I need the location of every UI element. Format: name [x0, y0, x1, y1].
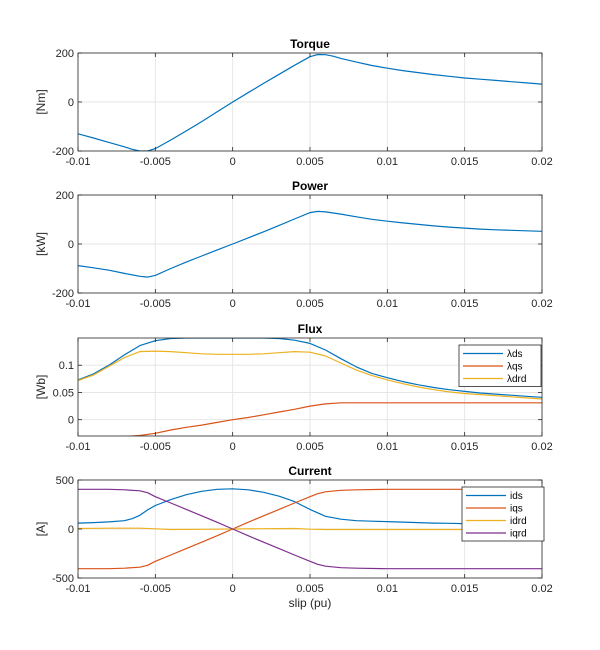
- legend-label: iqs: [510, 504, 523, 515]
- x-tick-label: 0.02: [531, 441, 552, 453]
- x-tick-label: -0.01: [65, 441, 90, 453]
- y-tick-label: 0.1: [59, 360, 74, 372]
- subplot-flux: -0.01 -0.005 0 0.005 0.01 0.015 0.02 0 0.05 0.1 Fl…: [34, 322, 553, 453]
- ticks: -0.01 -0.005 0 0.005 0.01 0.015 0.02 0 0.05 0.1: [53, 338, 553, 453]
- y-axis-label: [Wb]: [34, 375, 48, 400]
- y-tick-label: 0.05: [53, 387, 74, 399]
- x-tick-label: -0.005: [140, 583, 171, 595]
- ticks: -0.01 -0.005 0 0.005 0.01 0.015 0.02 -500 0 500: [52, 475, 553, 595]
- x-tick-label: 0.005: [296, 583, 324, 595]
- y-axis-label: [A]: [34, 522, 48, 537]
- subplot-title: Current: [288, 464, 331, 478]
- legend-label: λqs: [507, 362, 523, 373]
- x-tick-label: 0: [230, 583, 236, 595]
- subplot-torque: -0.01 -0.005 0 0.005 0.01 0.015 0.02 -200 0 200 To…: [34, 37, 553, 168]
- y-tick-label: 200: [56, 48, 74, 60]
- x-tick-label: 0.01: [377, 583, 398, 595]
- x-tick-label: -0.005: [140, 298, 171, 310]
- subplot-current: -0.01 -0.005 0 0.005 0.01 0.015 0.02 -500 0 500 Cu…: [34, 464, 553, 595]
- x-tick-label: 0.02: [531, 156, 552, 168]
- x-tick-label: 0: [230, 298, 236, 310]
- x-tick-label: 0.015: [451, 441, 479, 453]
- subplot-title: Flux: [298, 322, 323, 336]
- x-tick-label: 0: [230, 156, 236, 168]
- x-tick-label: 0.015: [451, 156, 479, 168]
- x-tick-label: -0.01: [65, 156, 90, 168]
- subplot-power: -0.01 -0.005 0 0.005 0.01 0.015 0.02 -200 0 200 Po…: [34, 179, 553, 310]
- x-tick-label: -0.01: [65, 583, 90, 595]
- x-tick-label: 0.005: [296, 441, 324, 453]
- y-tick-label: 0: [68, 97, 74, 109]
- x-tick-label: 0.02: [531, 583, 552, 595]
- subplots: -0.01 -0.005 0 0.005 0.01 0.015 0.02 -200 0 200 To…: [34, 37, 553, 595]
- x-axis-label: slip (pu): [289, 596, 332, 610]
- series-group: [78, 210, 542, 278]
- legend-label: ids: [510, 491, 523, 502]
- subplot-title: Torque: [290, 37, 330, 51]
- series-line-iqrd: [78, 488, 542, 570]
- y-tick-label: 0: [68, 524, 74, 536]
- y-tick-label: -200: [52, 288, 74, 300]
- legend-label: idrd: [510, 516, 527, 527]
- ticks: -0.01 -0.005 0 0.005 0.01 0.015 0.02 -200 0 200: [52, 190, 553, 310]
- series-line-ids: [78, 488, 542, 526]
- x-tick-label: 0.015: [451, 583, 479, 595]
- y-axis-label: [kW]: [34, 232, 48, 256]
- y-axis-label: [Nm]: [34, 89, 48, 114]
- y-tick-label: -500: [52, 573, 74, 585]
- x-tick-label: 0.005: [296, 298, 324, 310]
- series-line-λqs: [78, 402, 542, 436]
- y-tick-label: 200: [56, 190, 74, 202]
- series-group: [78, 488, 542, 570]
- x-tick-label: 0.005: [296, 156, 324, 168]
- legend-label: λds: [507, 349, 523, 360]
- series-line-λdrd: [78, 350, 542, 400]
- x-tick-label: 0.015: [451, 298, 479, 310]
- x-tick-label: -0.005: [140, 156, 171, 168]
- series-line-power: [78, 210, 542, 278]
- y-tick-label: -200: [52, 146, 74, 158]
- x-tick-label: 0.01: [377, 441, 398, 453]
- x-tick-label: 0.01: [377, 156, 398, 168]
- x-tick-label: -0.005: [140, 441, 171, 453]
- subplot-title: Power: [292, 179, 328, 193]
- series-line-idrd: [78, 527, 542, 531]
- x-tick-label: -0.01: [65, 298, 90, 310]
- series-line-iqs: [78, 488, 542, 570]
- legend-label: λdrd: [507, 374, 526, 385]
- x-tick-label: 0.01: [377, 298, 398, 310]
- legend-label: iqrd: [510, 529, 527, 540]
- ticks: -0.01 -0.005 0 0.005 0.01 0.015 0.02 -200 0 200: [52, 48, 553, 168]
- x-tick-label: 0.02: [531, 298, 552, 310]
- y-tick-label: 0: [68, 415, 74, 427]
- y-tick-label: 500: [56, 475, 74, 487]
- y-tick-label: 0: [68, 239, 74, 251]
- x-tick-label: 0: [230, 441, 236, 453]
